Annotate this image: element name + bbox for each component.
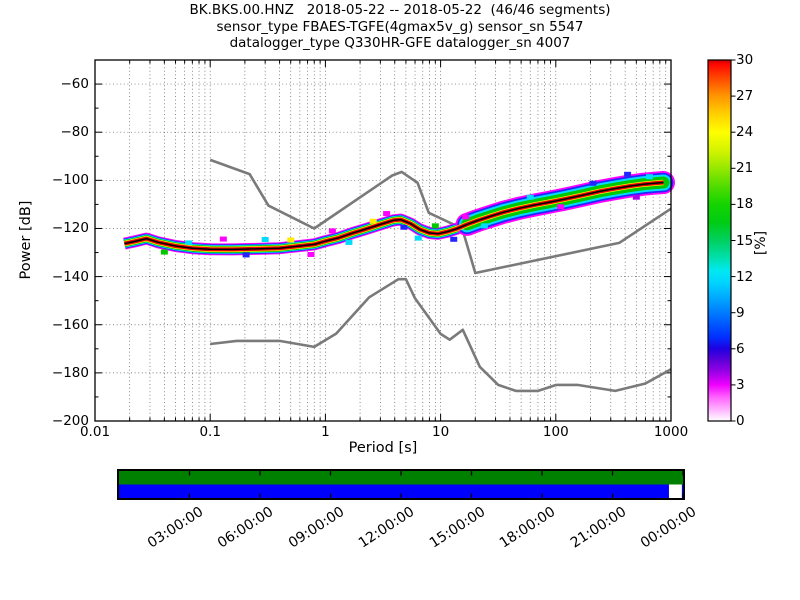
- y-tick-label: −180: [51, 364, 89, 381]
- colorbar-tick-label: 21: [736, 160, 754, 177]
- x-tick-label: 1000: [653, 424, 689, 440]
- psd-speckle: [624, 171, 632, 177]
- x-tick-label: 0.1: [199, 424, 221, 440]
- psd-speckle: [261, 237, 269, 243]
- psd-speckle: [480, 223, 488, 229]
- psd-speckle: [328, 228, 336, 234]
- x-tick-label: 100: [542, 424, 569, 440]
- plot-subtitle-sensor: sensor_type FBAES-TGFE(4gmax5v_g) sensor…: [216, 18, 584, 35]
- psd-speckle: [287, 237, 295, 243]
- psd-speckle: [383, 211, 391, 217]
- x-tick-label: 10: [432, 424, 450, 440]
- colorbar-tick-label: 15: [736, 232, 754, 249]
- y-tick-label: −140: [51, 268, 89, 285]
- colorbar: [707, 59, 732, 422]
- colorbar-tick-label: 6: [736, 340, 745, 357]
- psd-speckle: [400, 224, 408, 230]
- nhnm-curve: [209, 158, 672, 275]
- psd-speckle: [307, 251, 315, 257]
- colorbar-tick-label: 30: [736, 52, 754, 68]
- colorbar-tick-label: 18: [736, 196, 754, 213]
- psd-speckle: [557, 204, 565, 210]
- plot-subtitle-datalogger: datalogger_type Q330HR-GFE datalogger_sn…: [229, 34, 571, 51]
- psd-speckle: [645, 174, 653, 180]
- coverage-gap: [668, 484, 682, 498]
- axes-border: [94, 59, 672, 422]
- psd-speckle: [462, 214, 470, 220]
- colorbar-tick-label: 27: [736, 88, 754, 105]
- y-tick-label: −100: [51, 172, 89, 189]
- x-tick-label: 1: [321, 424, 330, 440]
- psd-mode-line: [124, 181, 664, 251]
- psd-speckle: [242, 252, 250, 258]
- psd-speckle: [185, 240, 193, 246]
- y-tick-label: −80: [60, 124, 90, 141]
- psd-speckle: [632, 194, 640, 200]
- colorbar-tick-label: 0: [736, 413, 745, 429]
- psd-speckle: [414, 235, 422, 241]
- colorbar-tick-label: 3: [736, 376, 745, 393]
- colorbar-tick-label: 24: [736, 124, 754, 141]
- psd-speckle: [526, 194, 534, 200]
- y-tick-label: −200: [51, 413, 89, 429]
- y-tick-label: −160: [51, 316, 89, 333]
- psd-speckle: [369, 218, 377, 224]
- psd-speckle: [450, 236, 458, 242]
- plot-title: BK.BKS.00.HNZ 2018-05-22 -- 2018-05-22 (…: [189, 2, 611, 18]
- colorbar-label: [%]: [753, 230, 769, 256]
- x-tick-label: 0.01: [79, 424, 111, 440]
- y-tick-label: −60: [60, 76, 90, 93]
- y-tick-label: −120: [51, 220, 89, 237]
- psd-speckle: [160, 249, 168, 255]
- psd-speckle: [219, 236, 227, 242]
- psd-speckle: [345, 239, 353, 245]
- coverage-border: [117, 469, 685, 500]
- colorbar-tick-label: 12: [736, 268, 754, 285]
- x-axis-label: Period [s]: [348, 440, 418, 456]
- psd-speckle: [589, 180, 597, 186]
- psd-speckle: [431, 223, 439, 229]
- nlnm-curve: [210, 277, 672, 393]
- colorbar-tick-label: 9: [736, 304, 745, 321]
